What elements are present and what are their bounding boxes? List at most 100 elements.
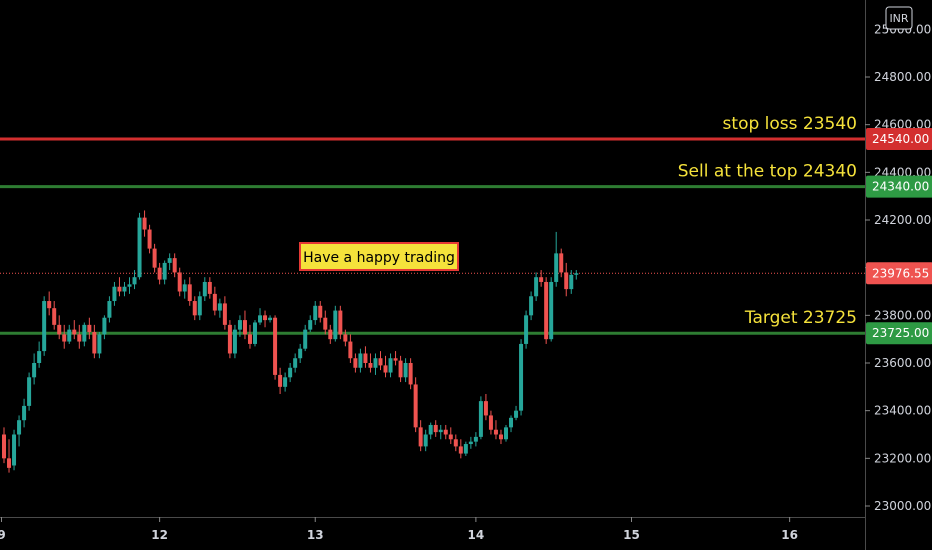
candle-body[interactable] (253, 322, 257, 344)
candle-body[interactable] (413, 384, 418, 428)
candle-body[interactable] (549, 281, 554, 340)
candle-body[interactable] (559, 253, 564, 273)
candle-body[interactable] (263, 315, 268, 321)
candle-body[interactable] (72, 329, 77, 335)
candle-body[interactable] (423, 434, 428, 447)
candle-body[interactable] (569, 274, 574, 290)
candle-body[interactable] (152, 248, 157, 268)
candle-body[interactable] (524, 315, 529, 344)
candle-body[interactable] (67, 329, 72, 342)
candle-body[interactable] (102, 317, 107, 335)
candle-body[interactable] (237, 320, 242, 330)
candle-body[interactable] (408, 363, 413, 385)
candle-body[interactable] (438, 429, 443, 433)
candle-body[interactable] (564, 272, 569, 290)
candle-body[interactable] (368, 363, 373, 368)
candle-body[interactable] (247, 334, 252, 344)
candle-body[interactable] (529, 296, 534, 316)
candle-body[interactable] (202, 281, 207, 297)
candle-body[interactable] (187, 284, 192, 302)
candle-body[interactable] (488, 415, 493, 430)
candle-body[interactable] (504, 427, 508, 440)
candle-body[interactable] (428, 424, 433, 435)
candle-body[interactable] (172, 258, 177, 273)
candle-body[interactable] (182, 284, 187, 292)
candle-body[interactable] (27, 377, 32, 406)
candle-body[interactable] (519, 343, 524, 411)
candle-body[interactable] (463, 444, 468, 454)
candle-body[interactable] (112, 286, 117, 302)
candle-body[interactable] (448, 434, 453, 440)
note-box[interactable]: Have a happy trading (299, 242, 459, 271)
candle-body[interactable] (539, 277, 544, 282)
candle-body[interactable] (258, 315, 263, 323)
candle-body[interactable] (574, 273, 579, 275)
candle-body[interactable] (534, 277, 539, 297)
candle-body[interactable] (207, 281, 212, 294)
candle-body[interactable] (122, 286, 127, 292)
candle-body[interactable] (509, 417, 514, 428)
candle-body[interactable] (47, 301, 52, 309)
candle-body[interactable] (217, 303, 222, 311)
candle-body[interactable] (498, 434, 503, 440)
candle-body[interactable] (37, 351, 42, 363)
candle-body[interactable] (147, 229, 152, 249)
candle-body[interactable] (338, 310, 343, 335)
candle-body[interactable] (197, 296, 202, 316)
candle-body[interactable] (177, 272, 182, 292)
candle-body[interactable] (388, 358, 393, 373)
candle-body[interactable] (137, 217, 142, 278)
candle-body[interactable] (127, 284, 132, 287)
candle-body[interactable] (328, 329, 333, 340)
candle-body[interactable] (222, 303, 227, 325)
candle-body[interactable] (418, 427, 423, 447)
candle-body[interactable] (22, 405, 27, 421)
candle-body[interactable] (142, 217, 147, 230)
candle-body[interactable] (343, 334, 348, 342)
candle-body[interactable] (493, 429, 498, 435)
candle-body[interactable] (333, 310, 338, 340)
candle-body[interactable] (298, 348, 303, 359)
candle-body[interactable] (393, 358, 398, 361)
candle-body[interactable] (87, 324, 92, 333)
candle-body[interactable] (303, 329, 308, 349)
candle-body[interactable] (212, 293, 217, 311)
candle-body[interactable] (42, 301, 47, 352)
candle-body[interactable] (544, 281, 549, 340)
candle-body[interactable] (62, 334, 67, 342)
candle-body[interactable] (57, 324, 62, 335)
candle-body[interactable] (162, 262, 167, 280)
candle-body[interactable] (82, 324, 87, 342)
candle-body[interactable] (514, 410, 519, 418)
candle-body[interactable] (308, 320, 313, 330)
candle-body[interactable] (167, 258, 172, 263)
candle-body[interactable] (273, 317, 278, 375)
candle-body[interactable] (483, 401, 488, 416)
candle-body[interactable] (268, 317, 273, 321)
candle-body[interactable] (17, 420, 22, 435)
candle-body[interactable] (313, 305, 318, 321)
time-axis[interactable]: 9 12 13 14 15 16 (0, 517, 798, 542)
candle-body[interactable] (227, 324, 232, 354)
candle-body[interactable] (293, 358, 298, 368)
candle-body[interactable] (7, 458, 12, 468)
candle-body[interactable] (318, 305, 323, 318)
candle-body[interactable] (92, 332, 97, 354)
candle-body[interactable] (117, 286, 122, 292)
candle-body[interactable] (12, 434, 17, 466)
candle-body[interactable] (232, 329, 237, 354)
candle-body[interactable] (97, 334, 102, 354)
candle-body[interactable] (52, 308, 57, 325)
candle-body[interactable] (353, 358, 358, 368)
candle-body[interactable] (378, 358, 383, 366)
candle-body[interactable] (473, 436, 478, 442)
candle-body[interactable] (107, 301, 112, 318)
currency-badge[interactable]: INR (885, 6, 913, 30)
candle-body[interactable] (157, 267, 162, 280)
candle-body[interactable] (132, 277, 137, 285)
candle-body[interactable] (278, 374, 283, 387)
candle-body[interactable] (443, 429, 448, 435)
candle-body[interactable] (242, 320, 247, 335)
candle-body[interactable] (433, 424, 438, 433)
